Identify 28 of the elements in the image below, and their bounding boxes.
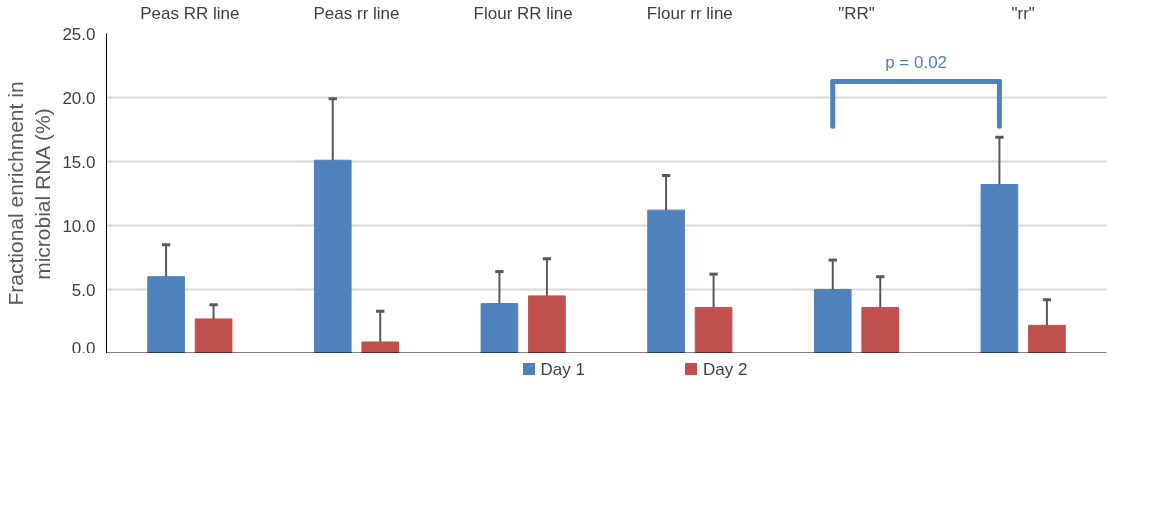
y-tick-label: 10.0 xyxy=(62,216,96,236)
y-tick-label: 15.0 xyxy=(62,152,96,172)
y-tick-label: 5.0 xyxy=(71,280,96,300)
x-tick-label: Peas rr line xyxy=(313,3,400,23)
x-tick-label: "rr" xyxy=(1011,3,1035,23)
legend-label: Day 2 xyxy=(702,360,748,379)
y-tick-label: 25.0 xyxy=(62,24,96,44)
y-tick-label: 20.0 xyxy=(62,88,96,108)
bar xyxy=(861,306,900,353)
x-tick-label: Flour RR line xyxy=(473,3,573,23)
bar xyxy=(147,276,185,353)
annotation: p = 0.02 xyxy=(885,52,948,72)
x-tick-label: Peas RR line xyxy=(140,3,240,23)
bar xyxy=(1028,324,1066,353)
bar xyxy=(647,209,685,353)
bar xyxy=(194,318,233,353)
y-axis-title: Fractional enrichment in microbial RNA (%) xyxy=(3,81,55,306)
x-tick-label: Flour rr line xyxy=(646,3,733,23)
bar xyxy=(813,289,852,353)
bar xyxy=(980,184,1019,353)
bar xyxy=(361,341,400,353)
legend-label: Day 1 xyxy=(539,360,585,379)
bar xyxy=(528,295,566,353)
y-tick-label: 0.0 xyxy=(71,338,96,358)
x-tick-label: "RR" xyxy=(838,3,875,23)
bar xyxy=(480,303,519,353)
bar xyxy=(694,306,733,353)
bar xyxy=(313,159,352,353)
